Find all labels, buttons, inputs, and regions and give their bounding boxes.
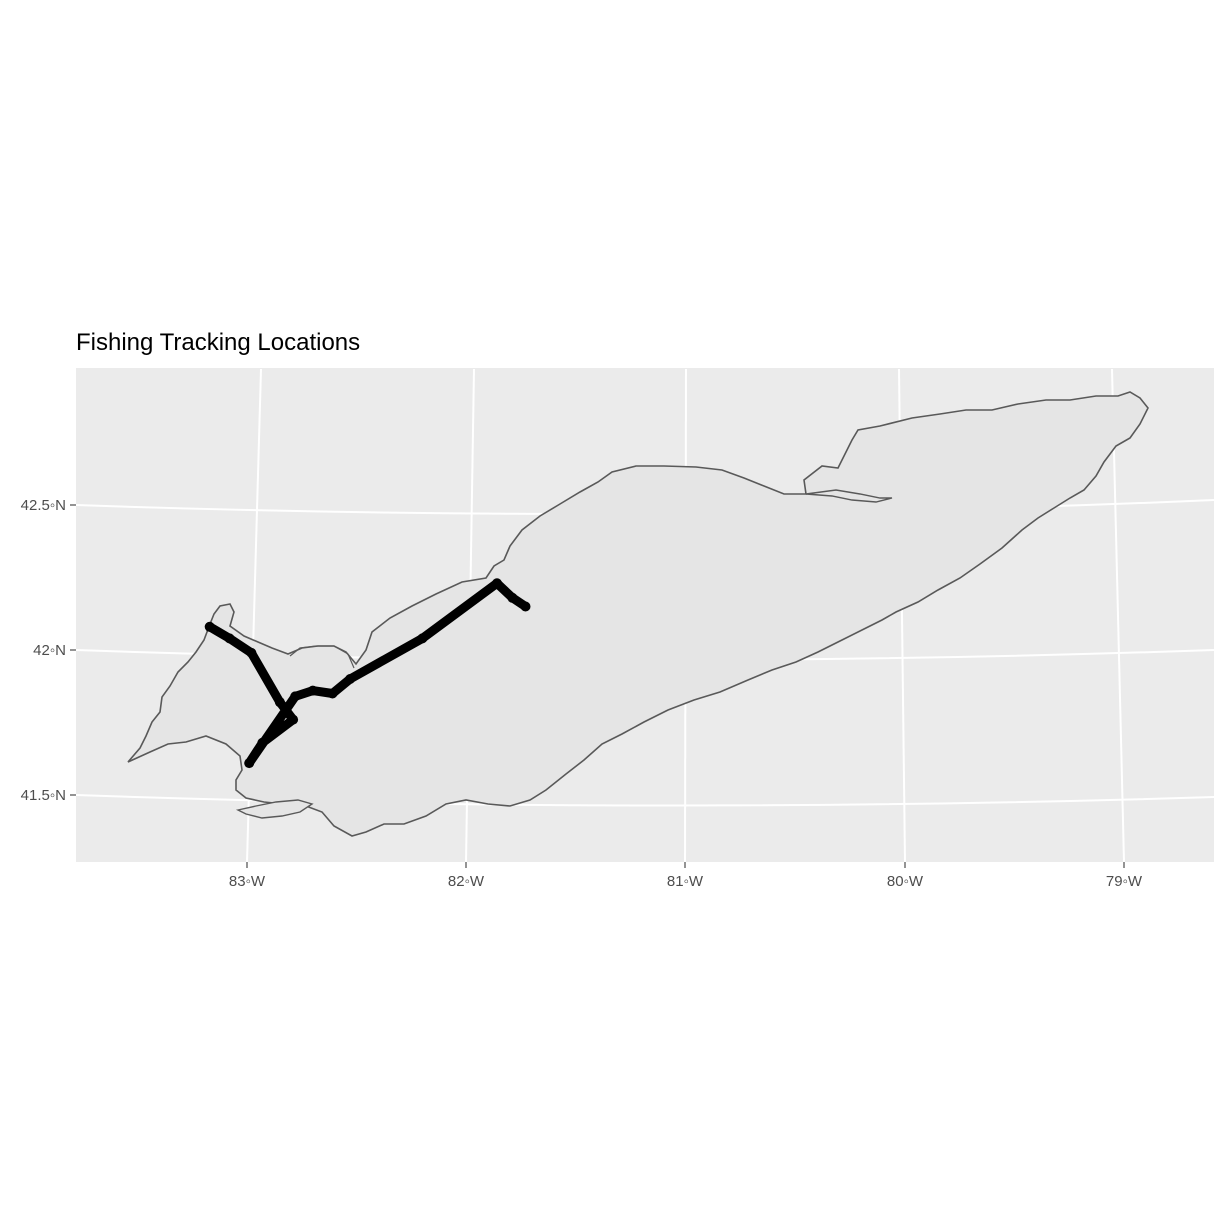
y-tick-42-5n: 42.5◦N bbox=[21, 497, 76, 514]
y-tick-label: 41.5◦N bbox=[21, 787, 66, 804]
y-tick-42n: 42◦N bbox=[33, 642, 76, 659]
track-point bbox=[288, 714, 299, 725]
gridline-lat-41-5n bbox=[75, 794, 1215, 807]
x-tick-79w: 79◦W bbox=[1106, 862, 1143, 890]
track-point bbox=[246, 647, 257, 658]
x-tick-label: 83◦W bbox=[229, 873, 266, 890]
long-point-bay bbox=[805, 489, 893, 503]
x-tick-83w: 83◦W bbox=[229, 862, 266, 890]
track-point bbox=[307, 685, 318, 696]
sandusky-bay bbox=[235, 799, 314, 819]
x-tick-81w: 81◦W bbox=[667, 862, 704, 890]
track-point bbox=[204, 621, 215, 632]
track-point bbox=[257, 737, 268, 748]
y-tick-label: 42◦N bbox=[33, 642, 66, 659]
y-axis: 42.5◦N 42◦N 41.5◦N bbox=[21, 497, 76, 804]
track-point bbox=[244, 758, 255, 769]
gridline-lon-79w bbox=[1111, 368, 1125, 863]
pelee-island-outline bbox=[289, 645, 355, 669]
track-point bbox=[327, 688, 338, 699]
track-point bbox=[520, 601, 531, 612]
map-title: Fishing Tracking Locations bbox=[76, 329, 360, 356]
lake-erie-shape bbox=[127, 391, 1149, 837]
track-point bbox=[274, 697, 285, 708]
x-axis: 83◦W 82◦W 81◦W 80◦W 79◦W bbox=[229, 862, 1143, 890]
track-point bbox=[290, 691, 301, 702]
x-tick-label: 79◦W bbox=[1106, 873, 1143, 890]
y-tick-41-5n: 41.5◦N bbox=[21, 787, 76, 804]
x-tick-label: 82◦W bbox=[448, 873, 485, 890]
track-point bbox=[507, 592, 518, 603]
x-tick-label: 80◦W bbox=[887, 873, 924, 890]
y-tick-label: 42.5◦N bbox=[21, 497, 66, 514]
track-point bbox=[417, 633, 428, 644]
track-point bbox=[492, 578, 502, 589]
fishing-track bbox=[204, 578, 531, 769]
x-tick-82w: 82◦W bbox=[448, 862, 485, 890]
x-tick-label: 81◦W bbox=[667, 873, 704, 890]
track-point bbox=[224, 633, 235, 644]
x-tick-80w: 80◦W bbox=[887, 862, 924, 890]
track-point bbox=[345, 674, 356, 684]
